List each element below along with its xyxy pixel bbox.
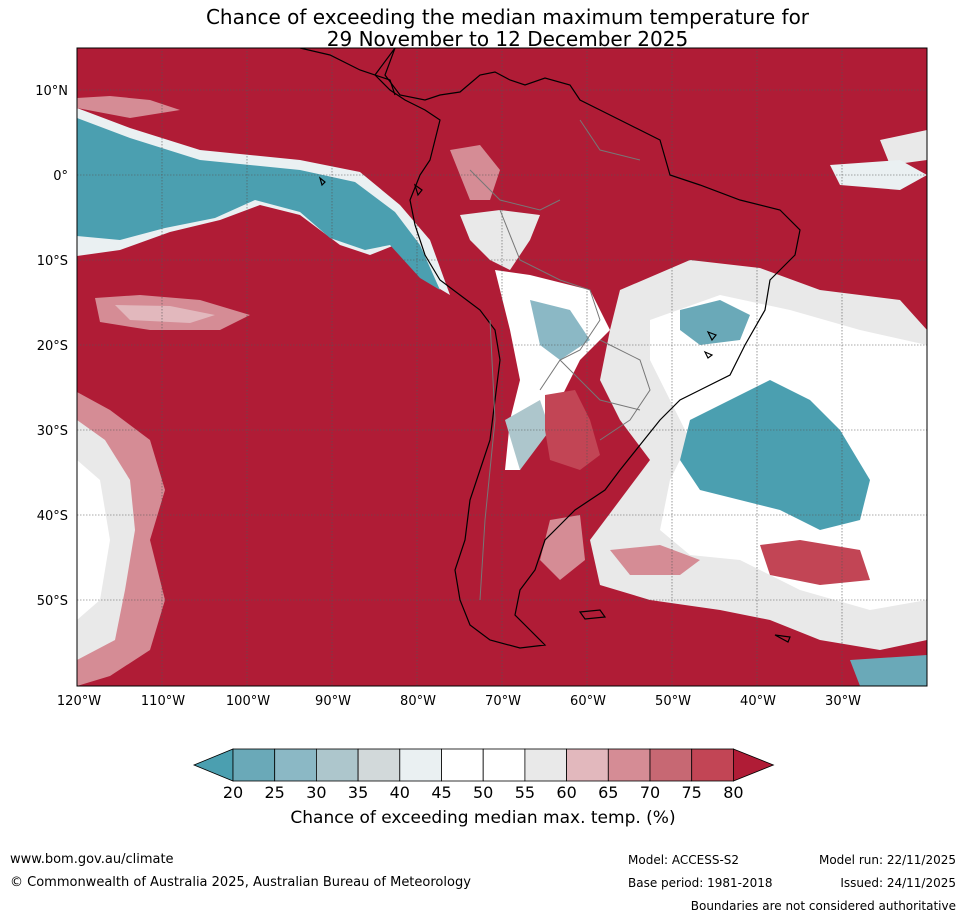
- country-borders: [469, 119, 651, 601]
- colorbar-cell: [691, 748, 734, 782]
- colorbar-tick-label: 45: [431, 783, 452, 802]
- colorbar-cell: [482, 748, 526, 782]
- map-title-line2: 29 November to 12 December 2025: [326, 27, 689, 51]
- model-run-text: Model run: 22/11/2025: [818, 853, 956, 867]
- lat-label: 20°S: [37, 339, 68, 354]
- lon-label: 50°W: [655, 694, 691, 709]
- lat-label: 30°S: [37, 424, 68, 439]
- colorbar-tick-label: 20: [222, 783, 244, 802]
- colorbar-cell: [649, 748, 693, 782]
- lon-label: 30°W: [825, 694, 861, 709]
- lon-label: 90°W: [315, 694, 351, 709]
- colorbar-tick-label: 70: [639, 783, 661, 802]
- colorbar-tick-label: 55: [514, 783, 536, 802]
- colorbar-tick-label: 30: [306, 783, 327, 802]
- central-america-coastline: [299, 48, 396, 96]
- boundaries-note: Boundaries are not considered authoritat…: [690, 899, 956, 913]
- colorbar-cell: [524, 748, 568, 782]
- lon-label: 100°W: [226, 694, 270, 709]
- colorbar-cell: [607, 748, 651, 782]
- issued-text: Issued: 24/11/2025: [840, 876, 956, 890]
- model-text: Model: ACCESS-S2: [628, 853, 740, 867]
- colorbar-cell: [315, 748, 359, 782]
- south-america-coastline: [374, 48, 801, 649]
- lon-label: 60°W: [570, 694, 606, 709]
- colorbar-label: Chance of exceeding median max. temp. (%…: [290, 808, 676, 828]
- lon-label: 110°W: [141, 694, 185, 709]
- website-link[interactable]: www.bom.gov.au/climate: [10, 852, 174, 867]
- colorbar-tick-label: 40: [389, 783, 410, 802]
- base-period-text: Base period: 1981-2018: [628, 876, 773, 890]
- colorbar-tick-label: 25: [264, 783, 285, 802]
- colorbar-cell: [566, 748, 609, 782]
- colorbar-tick-label: 80: [723, 783, 744, 802]
- colorbar-tick-label: 75: [681, 783, 702, 802]
- colorbar-cell: [357, 748, 401, 782]
- pacific-cold-core: [77, 118, 440, 290]
- lon-label: 40°W: [740, 694, 776, 709]
- lat-label: 10°N: [35, 84, 68, 99]
- lat-label: 40°S: [37, 509, 68, 524]
- lon-label: 70°W: [485, 694, 521, 709]
- colorbar-tick-label: 65: [598, 783, 619, 802]
- lon-label: 120°W: [57, 694, 101, 709]
- atlantic-cold-patch: [680, 380, 870, 530]
- map-title-line1: Chance of exceeding the median maximum t…: [205, 5, 810, 29]
- colorbar-tick-label: 50: [473, 783, 494, 802]
- colorbar-tick-label: 35: [347, 783, 369, 802]
- colorbar-arrow-low: [192, 748, 234, 782]
- colorbar-cell: [441, 748, 484, 782]
- graticule: [77, 48, 927, 686]
- lon-label: 80°W: [400, 694, 436, 709]
- colorbar-cell: [232, 748, 276, 782]
- colorbar-cell: [399, 748, 442, 782]
- lat-label: 10°S: [37, 254, 68, 269]
- colorbar-tick-label: 60: [556, 783, 577, 802]
- colorbar-cell: [274, 748, 317, 782]
- colorbar-arrow-high: [733, 748, 775, 782]
- map-frame: [76, 47, 928, 687]
- lat-label: 50°S: [37, 594, 68, 609]
- map-area: [77, 48, 927, 686]
- copyright-text: © Commonwealth of Australia 2025, Austra…: [10, 875, 471, 890]
- colorbar: [192, 748, 775, 782]
- lat-label: 0°: [53, 169, 68, 184]
- andes-pale-region: [460, 210, 540, 270]
- islands: [318, 176, 791, 643]
